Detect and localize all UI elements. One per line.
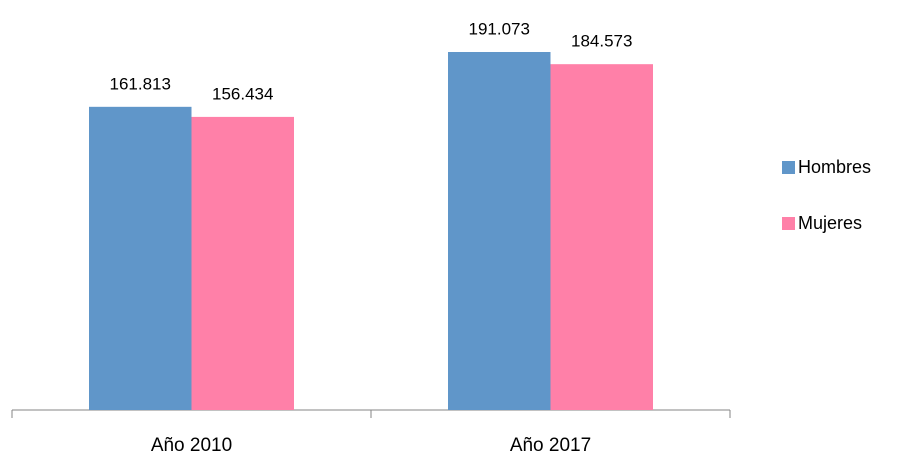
bar (191, 116, 294, 411)
legend-swatch (782, 161, 795, 174)
x-tick-label: Año 2010 (151, 435, 232, 456)
legend-swatch (782, 217, 795, 230)
bar (550, 64, 653, 410)
bar (89, 106, 192, 411)
value-label: 191.073 (469, 19, 530, 38)
legend-label: Mujeres (798, 213, 862, 233)
value-label: 184.573 (571, 32, 632, 51)
bar (448, 52, 551, 410)
value-label: 156.434 (212, 84, 273, 103)
x-tick-label: Año 2017 (510, 435, 591, 456)
value-label: 161.813 (110, 74, 171, 93)
legend-label: Hombres (798, 157, 871, 177)
